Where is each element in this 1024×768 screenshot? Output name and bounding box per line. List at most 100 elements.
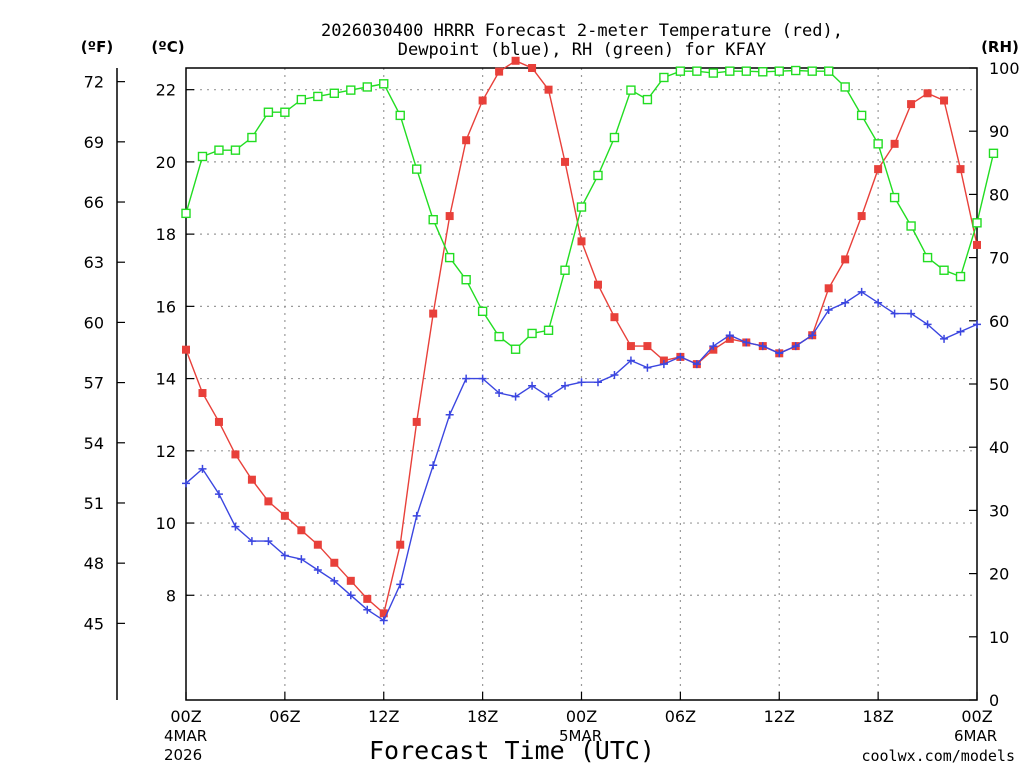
dewpoint-point: [973, 320, 981, 329]
celsius-tick-label: 14: [156, 370, 176, 389]
temperature-point: [379, 609, 388, 618]
rh-point: [889, 192, 900, 203]
rh-point: [412, 164, 422, 174]
temperature-point: [214, 417, 223, 426]
chart-title-line1: 2026030400 HRRR Forecast 2-meter Tempera…: [321, 21, 843, 41]
rh-point: [823, 66, 834, 76]
temperature-point: [363, 594, 372, 603]
time-tick-label: 06Z: [665, 707, 696, 726]
rh-point: [725, 66, 735, 76]
celsius-tick-label: 16: [156, 297, 176, 316]
temperature-point: [264, 497, 273, 506]
celsius-unit-label: (ºC): [151, 38, 184, 56]
dewpoint-point: [940, 334, 949, 343]
celsius-axis: 8 10 12 14 16 18 20 22: [156, 81, 194, 605]
rh-point: [461, 275, 471, 285]
rh-point: [873, 139, 883, 149]
rh-point: [939, 265, 949, 275]
rh-tick-label: 40: [989, 438, 1009, 457]
rh-point: [263, 107, 274, 117]
rh-point: [708, 68, 719, 78]
rh-series: [181, 65, 999, 354]
rh-point: [543, 325, 554, 335]
temperature-series: [182, 56, 981, 618]
temperature-point: [511, 56, 520, 65]
temperature-point: [445, 212, 454, 221]
temperature-point: [231, 450, 240, 459]
rh-point: [197, 151, 208, 162]
dewpoint-point: [593, 378, 602, 387]
dewpoint-point: [280, 551, 289, 560]
dewpoint-point: [412, 511, 421, 520]
temperature-point: [297, 526, 306, 535]
temperature-point: [412, 417, 421, 426]
dewpoint-point: [495, 389, 504, 398]
rh-point: [527, 328, 537, 339]
dewpoint-point: [577, 378, 586, 387]
dewpoint-point: [346, 591, 355, 600]
fahrenheit-tick-label: 63: [84, 253, 104, 272]
temperature-point: [182, 345, 190, 354]
time-tick-label: 12Z: [368, 707, 399, 726]
temperature-point: [923, 89, 932, 98]
rh-point: [840, 82, 850, 92]
rh-line: [185, 69, 995, 351]
rh-point: [922, 252, 933, 263]
celsius-tick-label: 10: [156, 514, 176, 533]
temperature-point: [874, 165, 883, 174]
rh-point: [576, 202, 587, 212]
dewpoint-point: [379, 616, 388, 625]
time-tick-label: 00Z: [170, 707, 201, 726]
rh-tick-label: 0: [989, 691, 999, 710]
rh-point: [675, 66, 686, 76]
dewpoint-point: [561, 381, 570, 390]
rh-point: [494, 331, 504, 342]
rh-point: [692, 66, 702, 76]
dewpoint-point: [676, 352, 685, 361]
dewpoint-point: [791, 342, 800, 351]
rh-point: [296, 94, 307, 105]
temperature-point: [462, 136, 471, 145]
rh-point: [955, 271, 966, 282]
rh-tick-label: 10: [989, 628, 1009, 647]
dewpoint-point: [808, 331, 817, 340]
temperature-point: [610, 313, 619, 322]
celsius-tick-label: 22: [156, 81, 176, 100]
dewpoint-point: [544, 392, 553, 401]
rh-point: [560, 265, 570, 275]
dewpoint-point: [231, 522, 240, 531]
dewpoint-point: [363, 605, 372, 614]
celsius-tick-label: 20: [156, 153, 176, 172]
start-day-label: 4MAR: [164, 727, 207, 745]
temperature-point: [841, 255, 850, 264]
dewpoint-point: [429, 461, 438, 470]
dewpoint-point: [692, 360, 701, 369]
celsius-tick-label: 8: [166, 586, 176, 605]
rh-tick-label: 100: [989, 59, 1020, 78]
rh-point: [988, 148, 999, 159]
fahrenheit-tick-label: 54: [84, 434, 104, 453]
rh-point: [774, 66, 784, 76]
rh-point: [230, 145, 241, 155]
dewpoint-point: [198, 464, 207, 473]
end-day-label: 6MAR: [954, 727, 997, 745]
dewpoint-point: [857, 287, 866, 296]
dewpoint-point: [659, 360, 668, 369]
dewpoint-point: [313, 565, 322, 574]
temperature-point: [330, 558, 339, 567]
temperature-point: [313, 540, 322, 549]
dewpoint-point: [956, 327, 965, 336]
rh-point: [659, 72, 669, 83]
x-axis-title: Forecast Time (UTC): [369, 736, 655, 765]
rh-point: [395, 110, 405, 121]
rh-point: [593, 170, 603, 181]
dewpoint-point: [709, 342, 718, 351]
rh-point: [346, 85, 356, 95]
dewpoint-point: [330, 576, 339, 585]
temperature-point: [396, 540, 405, 549]
temperature-point: [495, 67, 504, 76]
dewpoint-point: [264, 537, 273, 546]
temperature-point: [528, 64, 537, 72]
time-tick-label: 12Z: [764, 707, 795, 726]
